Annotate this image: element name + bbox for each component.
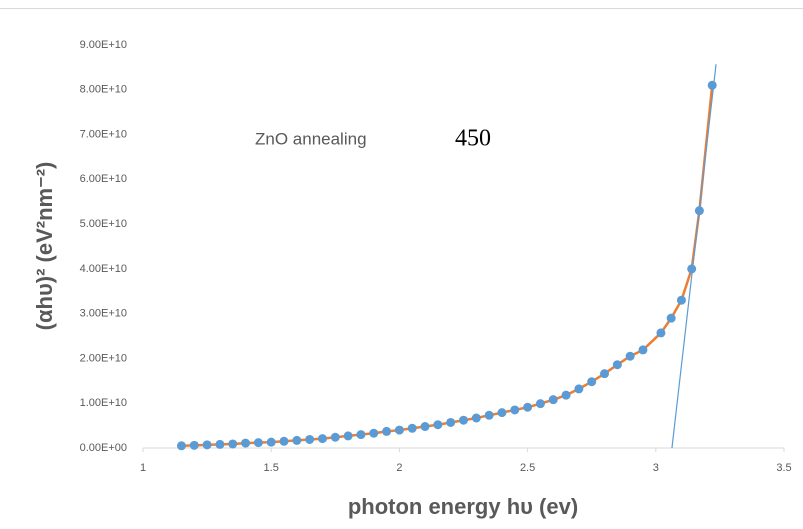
- point: [574, 384, 584, 394]
- y-tick-label: 3.00E+10: [80, 308, 127, 320]
- point: [189, 440, 199, 450]
- point: [253, 438, 263, 448]
- y-tick-label: 8.00E+10: [80, 84, 127, 96]
- point: [330, 432, 340, 442]
- point: [266, 437, 276, 447]
- point: [202, 440, 212, 450]
- x-tick-label: 2: [396, 462, 402, 474]
- point: [420, 422, 430, 432]
- point: [369, 428, 379, 438]
- x-tick-label: 2.5: [520, 462, 535, 474]
- point: [228, 439, 238, 449]
- point: [459, 415, 468, 425]
- y-tick-label: 6.00E+10: [80, 173, 127, 185]
- point: [292, 435, 302, 445]
- point: [176, 441, 186, 451]
- point: [656, 328, 666, 338]
- point: [612, 360, 622, 370]
- x-axis-label: photon energy hυ (ev): [348, 494, 578, 519]
- y-tick-label: 5.00E+10: [80, 218, 127, 230]
- point: [382, 426, 392, 436]
- point: [343, 431, 353, 441]
- point: [279, 436, 289, 446]
- x-tick-label: 1.5: [264, 462, 279, 474]
- x-tick-label: 3.5: [776, 462, 791, 474]
- annotation: ZnO annealing: [255, 129, 367, 148]
- x-tick-label: 1: [140, 462, 146, 474]
- y-axis-label: (αhυ)² (eV²nm⁻²): [32, 162, 57, 331]
- point: [676, 295, 686, 305]
- y-tick-label: 4.00E+10: [80, 263, 127, 275]
- tangent-line: [671, 64, 717, 449]
- annotation: 450: [455, 126, 491, 152]
- point: [561, 390, 571, 400]
- y-tick-label: 7.00E+10: [80, 128, 127, 140]
- y-tick-label: 9.00E+10: [80, 39, 127, 51]
- point: [471, 413, 481, 423]
- point: [666, 313, 676, 323]
- x-tick-label: 3: [653, 462, 659, 474]
- point: [548, 395, 558, 405]
- point: [484, 410, 494, 420]
- point: [638, 345, 648, 355]
- point: [687, 264, 697, 274]
- point: [433, 420, 443, 430]
- point: [707, 80, 717, 90]
- point: [407, 423, 417, 433]
- y-tick-label: 2.00E+10: [80, 352, 127, 364]
- point: [523, 402, 533, 412]
- point: [305, 434, 315, 444]
- point: [535, 399, 545, 409]
- point: [356, 430, 366, 440]
- point: [600, 369, 610, 379]
- y-tick-label: 1.00E+10: [80, 397, 127, 409]
- point: [625, 351, 635, 361]
- point: [317, 434, 327, 444]
- point: [241, 438, 251, 448]
- y-tick-label: 0.00E+00: [80, 442, 127, 454]
- point: [497, 408, 507, 418]
- point: [446, 417, 456, 427]
- point: [394, 425, 404, 435]
- point: [215, 439, 225, 449]
- point: [587, 377, 597, 387]
- point: [510, 405, 520, 415]
